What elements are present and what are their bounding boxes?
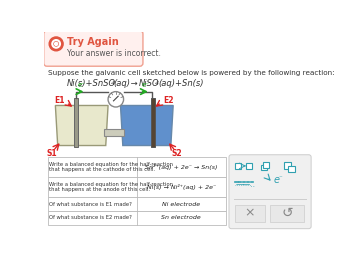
Text: E1: E1 <box>54 96 65 105</box>
Text: Suppose the galvanic cell sketched below is powered by the following reaction:: Suppose the galvanic cell sketched below… <box>48 70 335 76</box>
Text: Write a balanced equation for the half-reaction
that happens at the cathode of t: Write a balanced equation for the half-r… <box>49 162 173 173</box>
FancyBboxPatch shape <box>44 31 143 66</box>
Text: e: e <box>274 175 280 185</box>
Text: (aq): (aq) <box>113 79 131 88</box>
Text: Ni(s)+SnSO: Ni(s)+SnSO <box>67 79 116 88</box>
Text: (aq)+Sn(s): (aq)+Sn(s) <box>159 79 204 88</box>
Bar <box>104 129 124 136</box>
Bar <box>288 165 295 172</box>
Bar <box>270 205 304 222</box>
Bar <box>246 163 252 169</box>
Text: Sn electrode: Sn electrode <box>161 215 201 220</box>
Bar <box>151 98 155 147</box>
FancyBboxPatch shape <box>229 155 311 229</box>
Text: Your answer is incorrect.: Your answer is incorrect. <box>67 49 161 58</box>
Text: Ni electrode: Ni electrode <box>162 201 200 206</box>
Bar <box>74 98 78 147</box>
Text: Ni(s) → Ni²⁺(aq) + 2e⁻: Ni(s) → Ni²⁺(aq) + 2e⁻ <box>147 184 216 190</box>
Text: Of what substance is E1 made?: Of what substance is E1 made? <box>49 201 132 206</box>
Text: ↺: ↺ <box>281 206 293 220</box>
Circle shape <box>49 37 63 51</box>
Circle shape <box>108 92 124 107</box>
Bar <box>48 177 226 197</box>
Bar <box>48 197 226 211</box>
Text: S1: S1 <box>46 149 57 158</box>
Text: Try Again: Try Again <box>67 37 119 47</box>
Polygon shape <box>55 105 108 145</box>
Bar <box>235 163 241 169</box>
Text: Write a balanced equation for the half-reaction
that happens at the anode of thi: Write a balanced equation for the half-r… <box>49 182 173 193</box>
Text: ×: × <box>245 207 255 220</box>
Text: 4: 4 <box>110 81 114 86</box>
Bar <box>263 163 269 168</box>
Text: e⁻: e⁻ <box>78 82 86 88</box>
Text: Sn²⁺(aq) + 2e⁻ → Sn(s): Sn²⁺(aq) + 2e⁻ → Sn(s) <box>145 164 218 170</box>
Text: E2: E2 <box>163 96 174 105</box>
Text: →: → <box>128 79 140 88</box>
Bar <box>284 163 291 169</box>
Bar <box>261 165 267 170</box>
Text: 4: 4 <box>155 81 159 86</box>
Circle shape <box>55 42 58 45</box>
Text: Of what substance is E2 made?: Of what substance is E2 made? <box>49 215 132 220</box>
Bar <box>48 157 226 177</box>
Text: NiSO: NiSO <box>138 79 159 88</box>
Text: ⁻: ⁻ <box>279 176 282 182</box>
Text: e⁻: e⁻ <box>142 82 150 88</box>
Bar <box>235 205 265 222</box>
Text: S2: S2 <box>172 149 182 158</box>
Bar <box>48 211 226 225</box>
Text: ——..: ——.. <box>235 180 255 189</box>
Polygon shape <box>120 105 173 145</box>
